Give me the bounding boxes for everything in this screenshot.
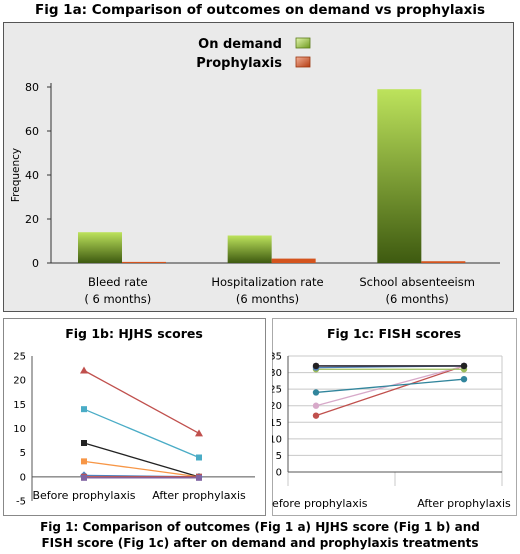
y-tick-label: 40 xyxy=(25,169,39,182)
chart-title: Fig 1b: HJHS scores xyxy=(65,326,203,341)
y-tick-label: 80 xyxy=(25,81,39,94)
y-tick-label: 15 xyxy=(13,400,26,411)
bar-prophylaxis-school-absenteeism xyxy=(421,261,466,263)
x-tick-sublabel: ( 6 months) xyxy=(84,292,151,306)
data-point xyxy=(460,362,468,370)
data-point xyxy=(81,406,87,413)
y-tick-label: 0 xyxy=(276,468,282,479)
y-tick-label: 5 xyxy=(20,448,26,459)
plot-panel xyxy=(3,318,266,516)
x-tick-sublabel: (6 months) xyxy=(236,292,299,306)
x-tick-label: Before prophylaxis xyxy=(272,497,368,510)
legend-label-prophylaxis: Prophylaxis xyxy=(196,56,282,71)
bar-on-demand-bleed-rate xyxy=(78,232,122,263)
y-tick-label: 15 xyxy=(272,418,282,429)
line-chart-fig1c: Fig 1c: FISH scores 0 5 10 15 20 25 30 35 Before… xyxy=(272,318,517,516)
data-point xyxy=(312,412,320,419)
y-tick-label: 5 xyxy=(276,451,282,462)
series-3 xyxy=(312,376,468,396)
figure-title: Fig 1a: Comparison of outcomes on demand… xyxy=(34,2,486,18)
y-tick-label: 10 xyxy=(272,434,282,445)
x-tick-label: Hospitalization rate xyxy=(211,275,323,289)
y-tick-label: 20 xyxy=(25,213,39,226)
data-point xyxy=(196,454,202,461)
y-tick-label: 10 xyxy=(13,424,26,435)
y-tick-label: 30 xyxy=(272,368,282,379)
y-tick-label: 0 xyxy=(20,472,26,483)
x-tick-sublabel: (6 months) xyxy=(386,292,449,306)
data-point xyxy=(80,366,88,374)
figure-caption: Fig 1: Comparison of outcomes (Fig 1 a) … xyxy=(0,519,520,551)
data-point xyxy=(460,376,468,383)
y-tick-label: 60 xyxy=(25,125,39,138)
data-point xyxy=(195,429,203,437)
bar-chart-fig1a: 0 20 40 60 80 Frequency Bleed rate ( 6 months)… xyxy=(3,22,514,312)
y-axis-label: Frequency xyxy=(10,148,22,202)
caption-line-1: Fig 1: Comparison of outcomes (Fig 1 a) … xyxy=(40,520,480,534)
data-point xyxy=(81,440,87,446)
series-2 xyxy=(81,406,202,461)
legend-swatch-prophylaxis xyxy=(295,56,311,68)
bar-prophylaxis-bleed-rate xyxy=(122,261,166,263)
y-tick-label: 20 xyxy=(13,376,26,387)
y-tick-label: 35 xyxy=(272,352,282,363)
series-line xyxy=(83,460,200,478)
series-line xyxy=(83,442,200,478)
data-point xyxy=(196,474,202,481)
series-7 xyxy=(81,474,202,481)
line-chart-fig1b: Fig 1b: HJHS scores -5 0 5 10 15 20 25 Before p… xyxy=(3,318,266,516)
y-tick-label: 25 xyxy=(272,385,282,396)
caption-line-2: FISH score (Fig 1c) after on demand and … xyxy=(41,536,479,550)
series-line xyxy=(315,365,465,417)
data-point xyxy=(81,458,87,465)
y-tick-label: -5 xyxy=(16,497,26,508)
data-point xyxy=(312,389,320,396)
series-line xyxy=(83,408,200,459)
bar-prophylaxis-hospitalization-rate xyxy=(271,258,316,263)
x-tick-label: After prophylaxis xyxy=(417,497,511,510)
y-tick-label: 25 xyxy=(13,352,26,363)
x-tick-label: School absenteeism xyxy=(359,275,475,289)
x-tick-label: Before prophylaxis xyxy=(32,489,135,502)
chart-title: Fig 1c: FISH scores xyxy=(327,326,461,341)
data-point xyxy=(81,474,87,481)
bar-on-demand-hospitalization-rate xyxy=(227,235,272,263)
data-point xyxy=(312,402,320,409)
series-line xyxy=(315,378,465,394)
series-7 xyxy=(312,362,468,370)
x-tick-label: After prophylaxis xyxy=(152,489,246,502)
series-1 xyxy=(80,366,203,437)
y-tick-label: 20 xyxy=(272,401,282,412)
series-line xyxy=(83,369,200,434)
y-tick-label: 0 xyxy=(32,257,39,270)
legend-swatch-on-demand xyxy=(295,37,311,49)
bar-on-demand-school-absenteeism xyxy=(377,89,422,263)
legend-label-on-demand: On demand xyxy=(198,37,282,52)
data-point xyxy=(312,362,320,370)
x-tick-label: Bleed rate xyxy=(88,275,148,289)
